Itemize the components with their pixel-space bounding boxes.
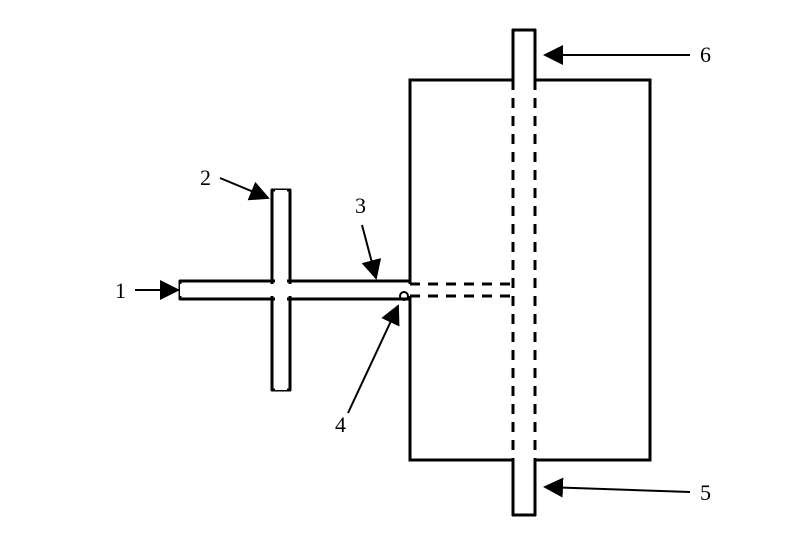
- label-3: 3: [355, 193, 366, 218]
- label-4: 4: [335, 412, 346, 437]
- cross-v-channel: [275, 190, 287, 390]
- label-2: 2: [200, 165, 211, 190]
- label-arrow-5: [545, 487, 690, 492]
- label-1: 1: [115, 278, 126, 303]
- label-arrow-3: [362, 225, 376, 278]
- label-5: 5: [700, 480, 711, 505]
- cross-h-channel: [180, 284, 410, 296]
- tube-bot-gap: [515, 457, 534, 463]
- chamber-rect: [410, 80, 650, 460]
- label-arrow-4: [348, 306, 398, 413]
- tube-top-gap: [515, 77, 534, 83]
- label-6: 6: [700, 42, 711, 67]
- label-arrow-2: [220, 178, 268, 198]
